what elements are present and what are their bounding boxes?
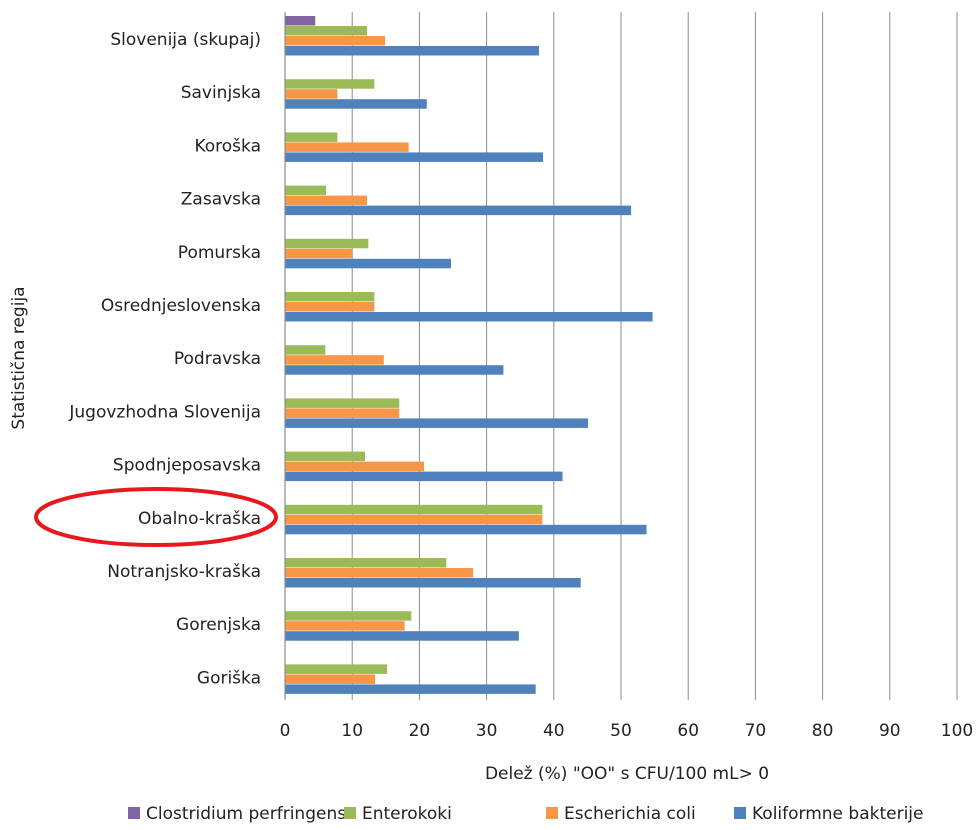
x-tick-label: 50 <box>610 721 632 741</box>
x-tick-label: 60 <box>677 721 699 741</box>
bar: Goriška — Koliformne bakterije: 37.3 <box>285 684 536 694</box>
x-tick-label: 80 <box>812 721 834 741</box>
bar: Obalno-kraška — Escherichia coli: 38.3 <box>285 514 543 525</box>
category-label: Osrednjeslovenska <box>101 296 261 316</box>
category-label: Obalno-kraška <box>138 509 261 529</box>
x-tick-label: 40 <box>543 721 565 741</box>
bar: Notranjsko-kraška — Koliformne bakterije… <box>285 578 581 588</box>
category-label: Podravska <box>174 349 261 369</box>
bar: Zasavska — Koliformne bakterije: 51.5 <box>285 205 632 216</box>
bar: Goriška — Enterokoki: 15.2 <box>285 664 388 674</box>
bar: Pomurska — Escherichia coli: 10 <box>285 248 353 259</box>
bar: Spodnjeposavska — Enterokoki: 11.9 <box>285 451 365 462</box>
bar: Jugovzhodna Slovenija — Enterokoki: 17 <box>285 398 400 408</box>
bar: Osrednjeslovenska — Enterokoki: 13.3 <box>285 292 375 302</box>
bar: Spodnjeposavska — Escherichia coli: 20.7 <box>285 461 425 472</box>
bar: Jugovzhodna Slovenija — Koliformne bakte… <box>285 418 589 428</box>
category-label: Pomurska <box>178 243 261 263</box>
bar: Podravska — Koliformne bakterije: 32.5 <box>285 365 504 375</box>
legend-label: Enterokoki <box>362 804 452 824</box>
highlight-ellipse <box>34 487 278 547</box>
category-label: Zasavska <box>181 190 261 210</box>
bar: Koroška — Escherichia coli: 18.4 <box>285 142 409 152</box>
x-tick-label: 90 <box>879 721 901 741</box>
category-label: Savinjska <box>181 83 261 103</box>
category-labels: Slovenija (skupaj) Savinjska Koroška Zasavs… <box>68 30 261 688</box>
legend-label: Clostridium perfringens <box>146 804 346 824</box>
bar: Pomurska — Enterokoki: 12.4 <box>285 238 369 249</box>
legend-label: Escherichia coli <box>564 804 696 824</box>
x-tick-label: 20 <box>409 721 431 741</box>
bar: Savinjska — Escherichia coli: 7.8 <box>285 89 338 99</box>
bar: Koroška — Enterokoki: 7.8 <box>285 132 338 142</box>
bar: Savinjska — Enterokoki: 13.3 <box>285 79 375 89</box>
legend-label: Koliformne bakterije <box>752 804 924 824</box>
bar: Slovenija (skupaj) — Escherichia coli: 1… <box>285 36 386 46</box>
bar: Slovenija (skupaj) — Clostridium perfrin… <box>285 16 316 26</box>
bar: Gorenjska — Escherichia coli: 17.8 <box>285 621 405 631</box>
legend-swatch <box>128 807 140 819</box>
bar: Slovenija (skupaj) — Enterokoki: 12.2 <box>285 26 367 36</box>
category-label: Slovenija (skupaj) <box>110 30 261 50</box>
bar: Podravska — Enterokoki: 6 <box>285 345 326 355</box>
bar: Obalno-kraška — Enterokoki: 38.3 <box>285 504 543 515</box>
x-tick-label: 10 <box>341 721 363 741</box>
bar: Koroška — Koliformne bakterije: 38.4 <box>285 152 544 162</box>
legend-swatch <box>344 807 356 819</box>
x-tick-label: 30 <box>476 721 498 741</box>
y-axis-title: Statistična regija <box>9 286 29 429</box>
category-label: Notranjsko-kraška <box>107 562 261 582</box>
bar: Goriška — Escherichia coli: 13.4 <box>285 674 376 684</box>
bar: Zasavska — Escherichia coli: 12.2 <box>285 195 367 206</box>
x-tick-label: 100 <box>941 721 973 741</box>
bar: Pomurska — Koliformne bakterije: 24.7 <box>285 258 451 269</box>
bar: Gorenjska — Enterokoki: 18.8 <box>285 611 412 621</box>
bar: Jugovzhodna Slovenija — Escherichia coli… <box>285 408 400 418</box>
bar: Osrednjeslovenska — Koliformne bakterije… <box>285 312 653 322</box>
bars: Slovenija (skupaj) — Clostridium perfrin… <box>285 16 653 694</box>
bar: Osrednjeslovenska — Escherichia coli: 13… <box>285 302 375 312</box>
gridlines <box>351 12 958 700</box>
bar: Podravska — Escherichia coli: 14.7 <box>285 355 384 365</box>
x-tick-label: 0 <box>280 721 291 741</box>
category-label: Gorenjska <box>176 615 261 635</box>
category-label: Goriška <box>197 668 261 688</box>
bar: Notranjsko-kraška — Escherichia coli: 28 <box>285 568 474 578</box>
x-axis-title: Delež (%) "OO" s CFU/100 mL> 0 <box>485 764 769 784</box>
bar: Gorenjska — Koliformne bakterije: 34.8 <box>285 631 519 641</box>
legend: Clostridium perfringens Enterokoki Escheri… <box>128 804 924 824</box>
tick-labels: 0 10 20 30 40 50 60 70 80 90 100 <box>280 721 974 741</box>
legend-swatch <box>546 807 558 819</box>
legend-swatch <box>734 807 746 819</box>
category-label: Koroška <box>194 136 261 156</box>
x-tick-label: 70 <box>745 721 767 741</box>
bar: Obalno-kraška — Koliformne bakterije: 53… <box>285 524 647 535</box>
bar: Notranjsko-kraška — Enterokoki: 24 <box>285 558 447 568</box>
bar: Slovenija (skupaj) — Koliformne bakterij… <box>285 46 540 56</box>
bar: Zasavska — Enterokoki: 6.1 <box>285 185 326 196</box>
bar: Spodnjeposavska — Koliformne bakterije: … <box>285 471 563 482</box>
category-label: Spodnjeposavska <box>113 456 261 476</box>
category-label: Jugovzhodna Slovenija <box>68 402 261 422</box>
bar: Savinjska — Koliformne bakterije: 21.1 <box>285 99 427 109</box>
